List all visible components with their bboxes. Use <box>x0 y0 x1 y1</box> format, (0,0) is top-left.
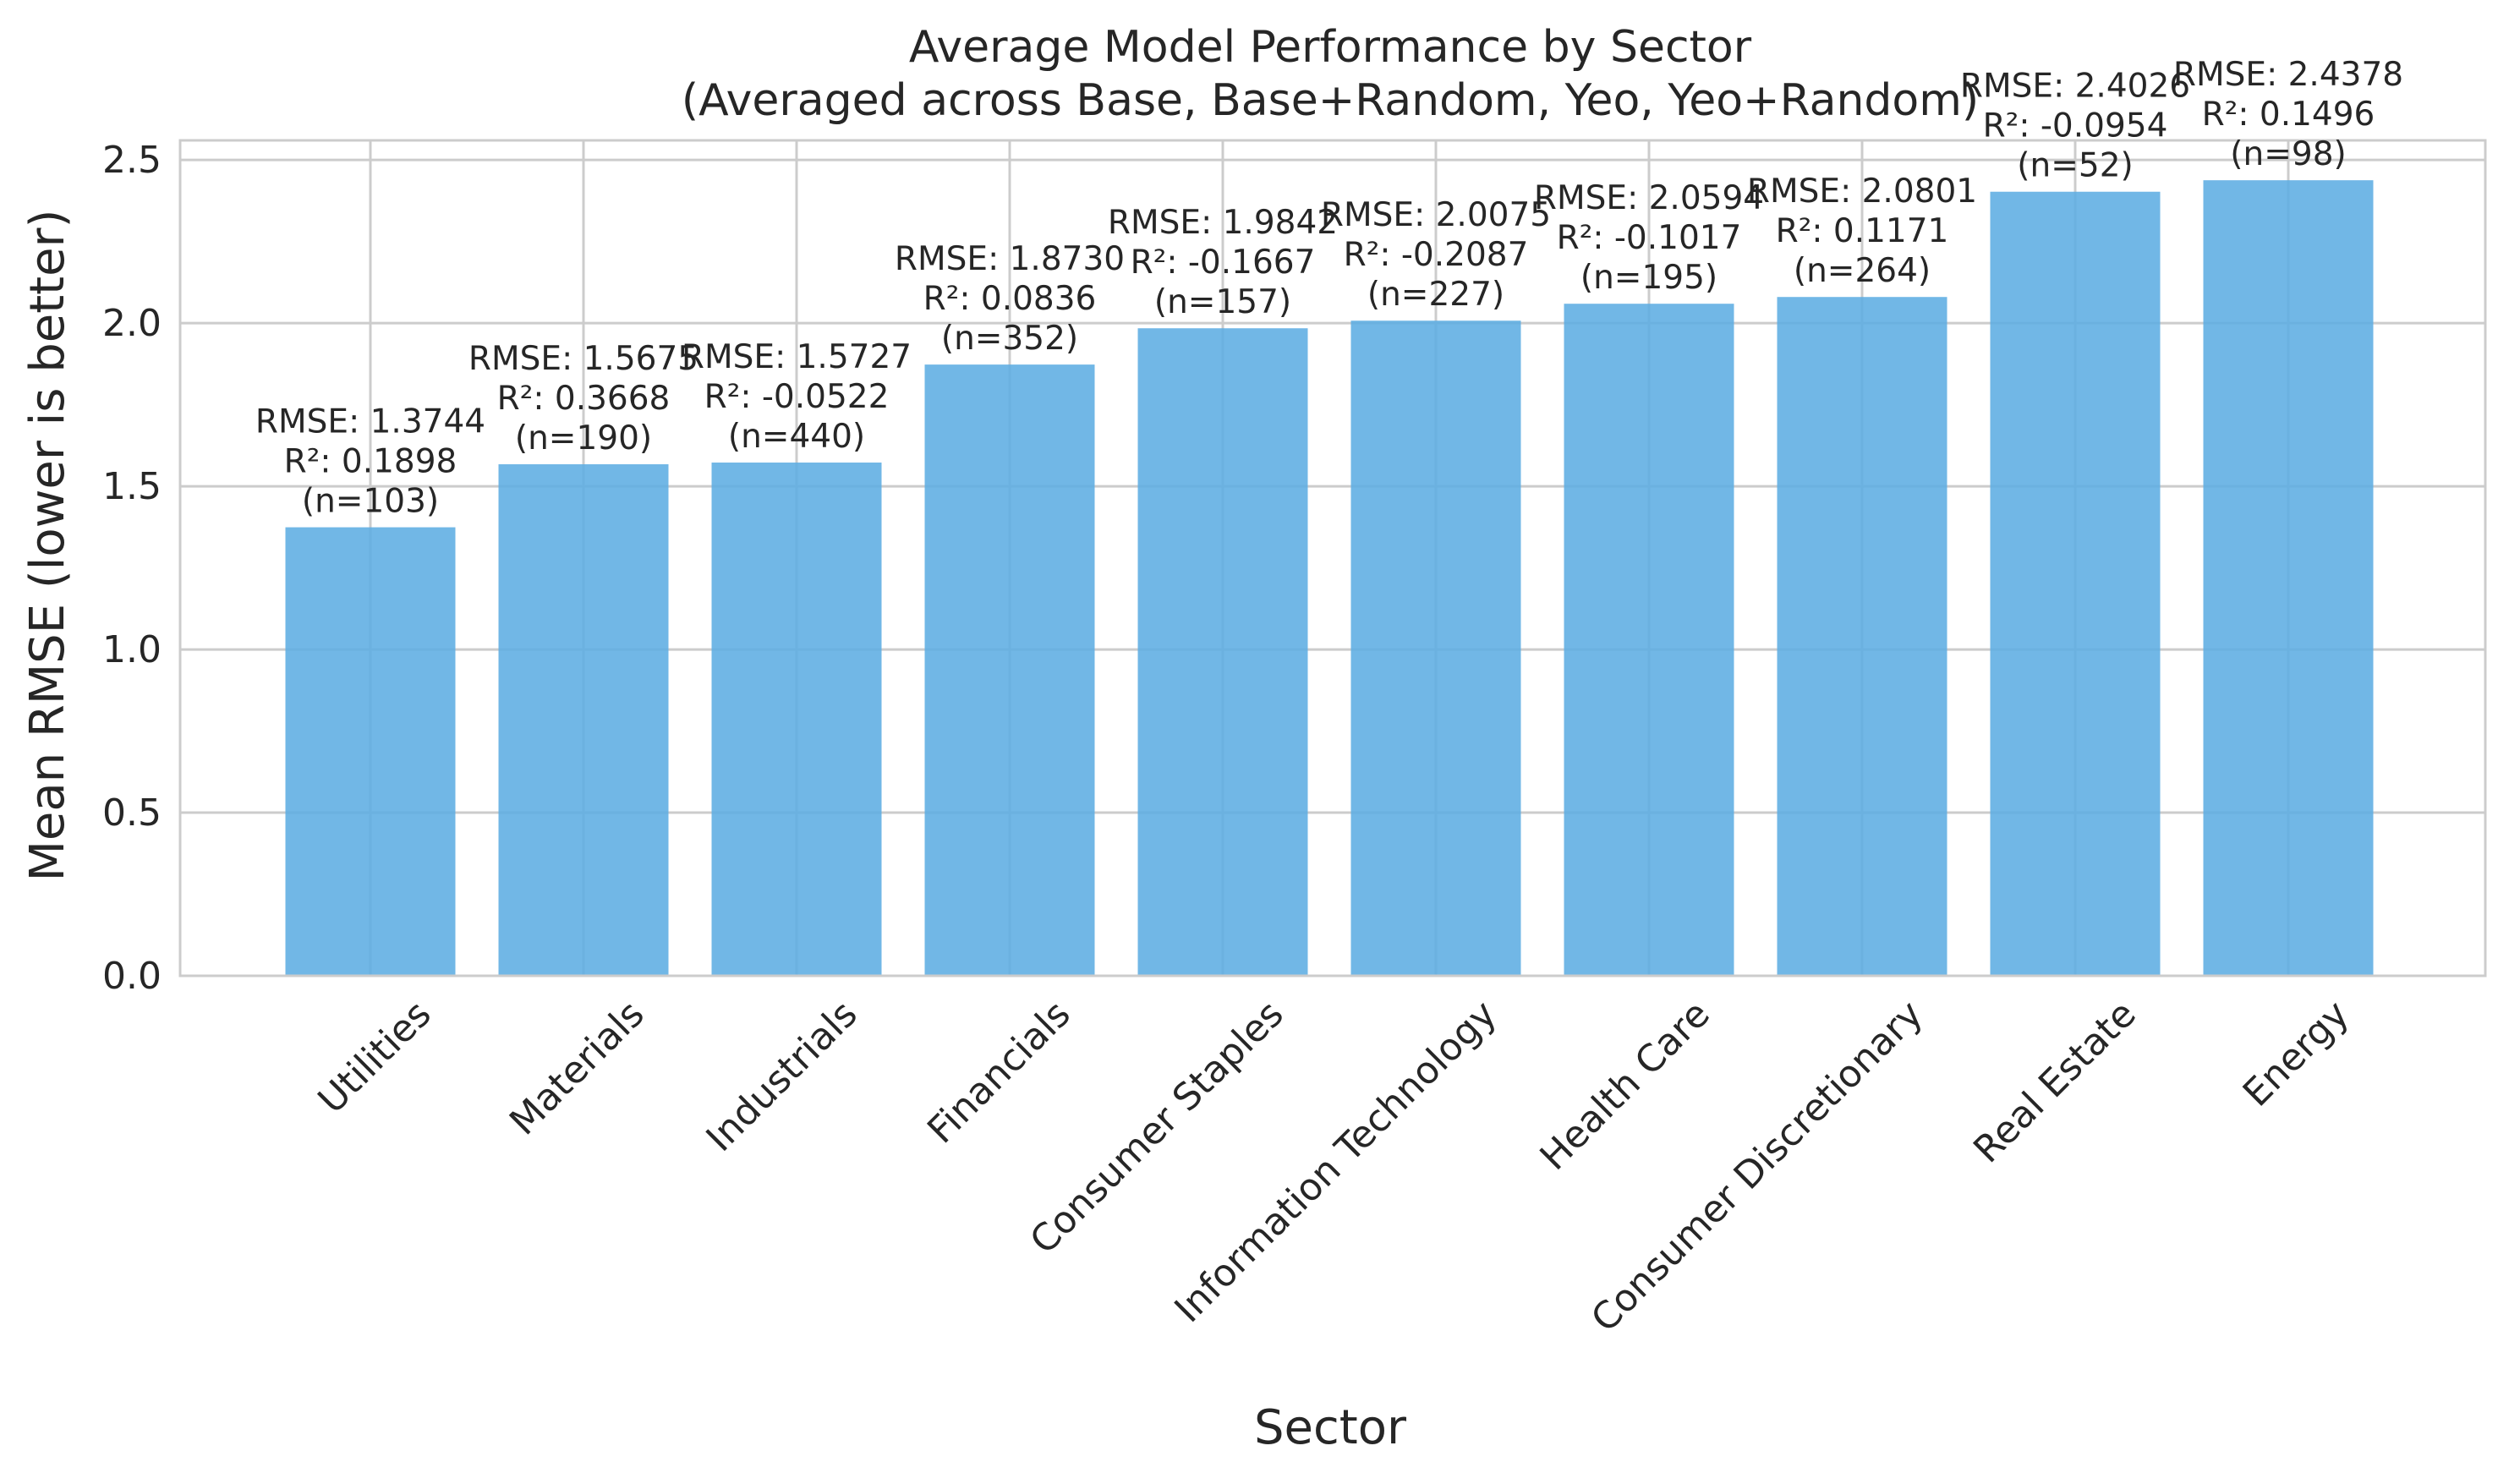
x-axis-label: Sector <box>1254 1400 1407 1455</box>
bar-annotation-line: R²: -0.0954 <box>1983 107 2168 145</box>
bar-annotation-line: (n=227) <box>1367 276 1504 314</box>
bar-annotation-line: (n=157) <box>1154 283 1291 321</box>
bar-annotation-line: (n=52) <box>2017 147 2133 185</box>
bar-annotation-line: (n=195) <box>1580 259 1717 297</box>
y-tick-label: 2.0 <box>102 302 162 345</box>
y-tick-label: 2.5 <box>102 139 162 182</box>
plot-frame <box>178 139 2487 977</box>
bar-annotation-line: RMSE: 2.0075 <box>1321 196 1551 234</box>
bar-annotation-line: R²: 0.0836 <box>923 280 1097 318</box>
bar-industrials <box>711 463 882 976</box>
bar-annotation-line: RMSE: 2.0801 <box>1747 172 1977 211</box>
bar-annotation-line: (n=190) <box>515 419 652 457</box>
y-tick-label: 1.0 <box>102 628 162 671</box>
bar-utilities <box>285 527 456 976</box>
y-tick-label: 0.0 <box>102 955 162 998</box>
bar-materials <box>498 464 669 976</box>
bar-annotation-line: R²: -0.2087 <box>1344 236 1529 274</box>
bar-consumer-staples <box>1137 328 1308 977</box>
y-axis-label: Mean RMSE (lower is better) <box>20 210 75 882</box>
bar-real-estate <box>1990 191 2161 976</box>
bars <box>285 180 2374 977</box>
y-tick-label: 1.5 <box>102 465 162 508</box>
chart-title: Average Model Performance by Sector <box>909 22 1752 73</box>
bar-annotation-line: RMSE: 2.4026 <box>1960 68 2190 106</box>
bar-financials <box>924 364 1095 977</box>
bar-annotation-line: R²: 0.1171 <box>1776 212 1949 250</box>
bar-health-care <box>1564 304 1734 976</box>
bar-annotation-line: RMSE: 2.0594 <box>1534 179 1764 217</box>
chart-subtitle: (Averaged across Base, Base+Random, Yeo,… <box>682 75 1979 126</box>
bar-annotation-line: (n=98) <box>2230 135 2346 173</box>
bar-annotation-line: RMSE: 1.8730 <box>895 240 1125 278</box>
y-tick-labels: 0.0 0.5 1.0 1.5 2.0 2.5 <box>102 139 162 998</box>
bar-annotation-line: RMSE: 1.5727 <box>682 338 912 376</box>
bar-annotation-line: (n=352) <box>941 320 1078 358</box>
bar-annotation-line: R²: 0.1496 <box>2202 96 2375 134</box>
bar-annotation-line: (n=440) <box>728 418 865 456</box>
bar-annotation-line: R²: -0.1017 <box>1557 219 1742 257</box>
bar-consumer-discretionary <box>1777 297 1947 976</box>
y-tick-label: 0.5 <box>102 791 162 835</box>
bar-annotation-line: RMSE: 1.9842 <box>1108 204 1338 242</box>
bar-annotation-line: RMSE: 1.3744 <box>255 403 485 441</box>
bar-information-technology <box>1350 320 1521 976</box>
bar-annotation-line: R²: 0.3668 <box>497 380 671 418</box>
bar-annotation-line: R²: -0.1667 <box>1131 244 1316 282</box>
bar-annotation-line: (n=103) <box>302 483 439 521</box>
bar-annotation-line: R²: 0.1898 <box>284 443 457 481</box>
bar-annotation-line: R²: -0.0522 <box>704 378 890 416</box>
bar-annotation-line: (n=264) <box>1794 252 1931 290</box>
bar-energy <box>2203 180 2374 976</box>
bar-annotation-line: RMSE: 1.5675 <box>468 340 698 378</box>
bar-annotation-line: RMSE: 2.4378 <box>2173 56 2403 94</box>
